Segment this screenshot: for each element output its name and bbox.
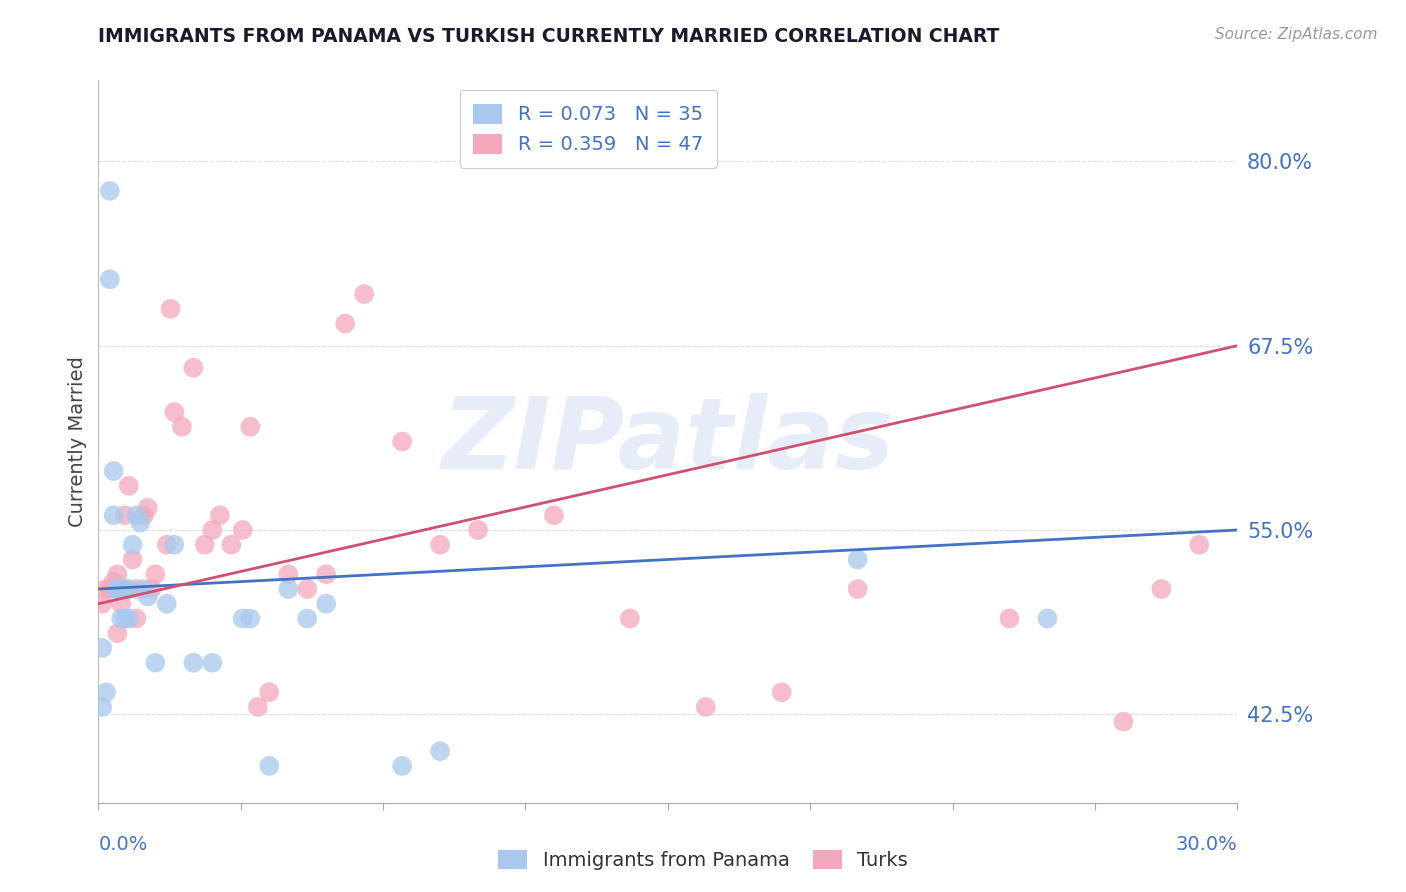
Point: [277, 582, 299, 596]
Point: [114, 582, 136, 596]
Point: [998, 611, 1021, 625]
Y-axis label: Currently Married: Currently Married: [69, 356, 87, 527]
Point: [94, 582, 117, 596]
Point: [467, 523, 489, 537]
Point: [183, 656, 205, 670]
Text: Source: ZipAtlas.com: Source: ZipAtlas.com: [1215, 27, 1378, 42]
Point: [125, 611, 148, 625]
Point: [91, 640, 114, 655]
Point: [91, 597, 114, 611]
Point: [103, 464, 125, 478]
Point: [695, 700, 717, 714]
Point: [170, 419, 193, 434]
Point: [118, 479, 141, 493]
Point: [98, 582, 121, 596]
Point: [125, 508, 148, 523]
Point: [315, 567, 337, 582]
Point: [141, 582, 163, 596]
Point: [770, 685, 793, 699]
Text: IMMIGRANTS FROM PANAMA VS TURKISH CURRENTLY MARRIED CORRELATION CHART: IMMIGRANTS FROM PANAMA VS TURKISH CURREN…: [98, 27, 1000, 45]
Point: [107, 626, 129, 640]
Point: [94, 685, 117, 699]
Point: [297, 611, 319, 625]
Point: [110, 611, 132, 625]
Point: [429, 538, 451, 552]
Point: [391, 759, 413, 773]
Point: [619, 611, 641, 625]
Point: [121, 538, 143, 552]
Point: [208, 508, 231, 523]
Point: [259, 759, 281, 773]
Point: [114, 611, 136, 625]
Point: [103, 574, 125, 589]
Point: [98, 272, 121, 286]
Point: [132, 582, 155, 596]
Point: [91, 700, 114, 714]
Point: [125, 582, 148, 596]
Point: [163, 405, 186, 419]
Point: [159, 301, 181, 316]
Point: [110, 597, 132, 611]
Point: [315, 597, 337, 611]
Point: [145, 567, 167, 582]
Point: [118, 611, 141, 625]
Point: [107, 582, 129, 596]
Point: [246, 700, 269, 714]
Point: [297, 582, 319, 596]
Point: [239, 419, 262, 434]
Point: [118, 582, 141, 596]
Point: [239, 611, 262, 625]
Legend: Immigrants from Panama, Turks: Immigrants from Panama, Turks: [491, 842, 915, 878]
Text: 30.0%: 30.0%: [1175, 835, 1237, 855]
Point: [259, 685, 281, 699]
Point: [183, 360, 205, 375]
Point: [145, 656, 167, 670]
Point: [201, 656, 224, 670]
Point: [103, 508, 125, 523]
Point: [232, 523, 254, 537]
Text: ZIPatlas: ZIPatlas: [441, 393, 894, 490]
Point: [429, 744, 451, 758]
Point: [110, 582, 132, 596]
Point: [1112, 714, 1135, 729]
Point: [156, 538, 179, 552]
Point: [391, 434, 413, 449]
Point: [114, 508, 136, 523]
Point: [1036, 611, 1059, 625]
Point: [121, 552, 143, 566]
Point: [107, 567, 129, 582]
Point: [353, 287, 375, 301]
Point: [1150, 582, 1173, 596]
Point: [136, 500, 159, 515]
Point: [846, 552, 869, 566]
Point: [543, 508, 565, 523]
Point: [136, 590, 159, 604]
Point: [846, 582, 869, 596]
Point: [1188, 538, 1211, 552]
Legend: R = 0.073   N = 35, R = 0.359   N = 47: R = 0.073 N = 35, R = 0.359 N = 47: [460, 90, 717, 168]
Text: 0.0%: 0.0%: [98, 835, 148, 855]
Point: [277, 567, 299, 582]
Point: [163, 538, 186, 552]
Point: [98, 184, 121, 198]
Point: [335, 317, 357, 331]
Point: [107, 582, 129, 596]
Point: [110, 582, 132, 596]
Point: [156, 597, 179, 611]
Point: [201, 523, 224, 537]
Point: [232, 611, 254, 625]
Point: [221, 538, 243, 552]
Point: [129, 516, 152, 530]
Point: [132, 508, 155, 523]
Point: [194, 538, 217, 552]
